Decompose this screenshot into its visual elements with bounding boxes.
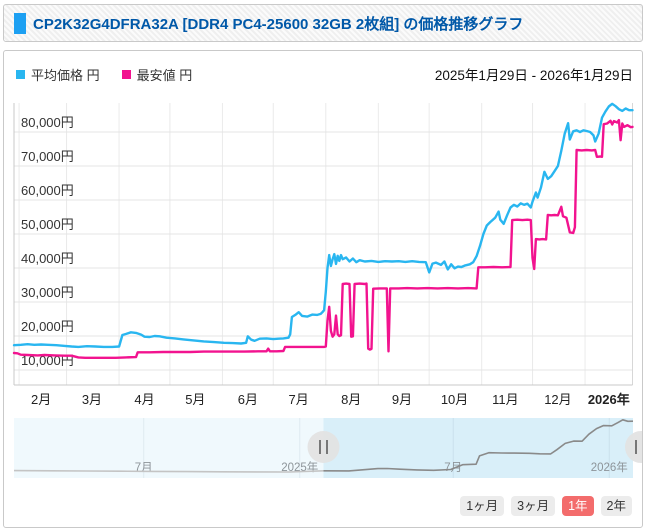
navigator-tick-label: 2026年 [591, 460, 628, 474]
y-axis-tick-label: 50,000円 [21, 217, 74, 232]
y-axis-tick-label: 60,000円 [21, 183, 74, 198]
navigator-line-selected [323, 418, 634, 472]
x-axis-tick-label: 6月 [238, 392, 258, 407]
x-axis-tick-label: 11月 [492, 392, 519, 407]
x-axis-tick-label: 9月 [392, 392, 412, 407]
navigator-left-handle[interactable] [307, 431, 340, 463]
range-button-3m[interactable]: 3ヶ月 [511, 496, 556, 516]
navigator-right-handle[interactable] [625, 431, 647, 463]
navigator-tick-label: 2025年 [281, 460, 318, 474]
x-axis-tick-label: 8月 [341, 392, 361, 407]
x-axis-tick-label: 12月 [544, 392, 571, 407]
average-series-swatch-icon [16, 69, 25, 79]
lowest-price-line[interactable] [12, 118, 634, 359]
y-axis-tick-label: 40,000円 [21, 251, 74, 266]
chart-legend: 平均価格 円 最安値 円 2025年1月29日 - 2026年1月29日 [16, 64, 633, 84]
legend-average-label: 平均価格 円 [31, 67, 100, 83]
legend-lowest-label: 最安値 円 [136, 67, 193, 83]
x-axis-tick-label: 7月 [289, 392, 309, 407]
navigator-line-unselected [13, 469, 324, 473]
page-title: CP2K32G4DFRA32A [DDR4 PC4-25600 32GB 2枚組… [33, 15, 524, 33]
range-button-1m[interactable]: 1ヶ月 [460, 496, 505, 516]
range-button-2y[interactable]: 2年 [600, 496, 632, 516]
average-price-line[interactable] [12, 102, 634, 349]
navigator-tick-label: 7月 [135, 462, 153, 474]
range-buttons: 1ヶ月 3ヶ月 1年 2年 [453, 496, 632, 516]
x-axis-tick-label: 10月 [441, 392, 468, 407]
x-axis-tick-label: 3月 [82, 392, 102, 407]
y-axis-tick-label: 80,000円 [21, 115, 74, 130]
x-axis-tick-label: 2026年 [588, 392, 630, 407]
lowest-series-swatch-icon [121, 69, 131, 79]
date-range-label: 2025年1月29日 - 2026年1月29日 [434, 68, 633, 83]
price-chart-plot[interactable]: 10,000円20,000円30,000円40,000円50,000円60,00… [0, 95, 647, 413]
x-axis-tick-label: 2月 [31, 392, 51, 407]
legend-item-average[interactable]: 平均価格 円 [16, 65, 100, 84]
x-axis-tick-label: 5月 [185, 392, 205, 407]
range-button-1y[interactable]: 1年 [562, 496, 594, 516]
x-axis-tick-label: 4月 [134, 392, 154, 407]
title-bar: CP2K32G4DFRA32A [DDR4 PC4-25600 32GB 2枚組… [3, 4, 643, 42]
y-axis-tick-label: 70,000円 [21, 149, 74, 164]
navigator-unselected-region[interactable] [14, 418, 324, 478]
title-marker-icon [14, 12, 26, 34]
y-axis-tick-label: 20,000円 [21, 319, 74, 334]
range-navigator[interactable]: 7月 2025年 7月 2026年 [0, 413, 647, 485]
y-axis-tick-label: 30,000円 [21, 285, 74, 300]
legend-item-lowest[interactable]: 最安値 円 [121, 65, 193, 84]
